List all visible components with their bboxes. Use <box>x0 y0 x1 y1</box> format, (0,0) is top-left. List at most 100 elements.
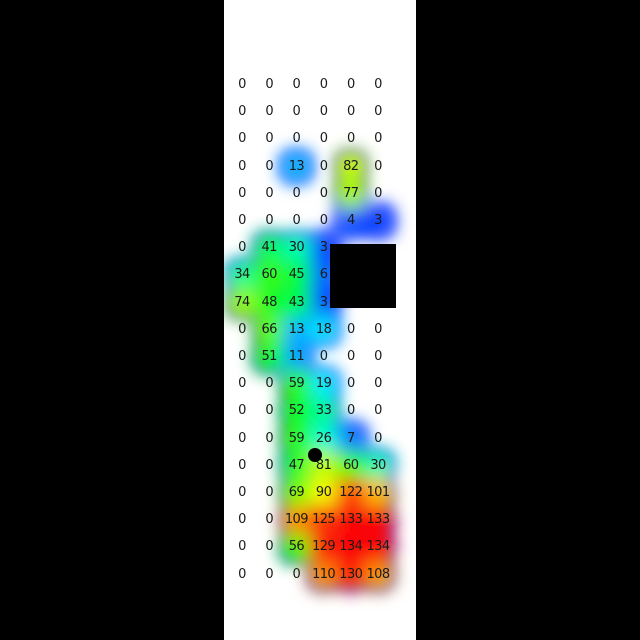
cell-value-r1-c2: 0 <box>292 104 301 120</box>
cell-value-r0-c2: 0 <box>292 77 301 92</box>
cell-value-r7-c0: 34 <box>234 267 250 283</box>
cell-value-r11-c3: 19 <box>315 376 332 392</box>
cell-value-r18-c4: 130 <box>339 566 363 582</box>
cell-value-r16-c0: 0 <box>238 512 246 528</box>
cell-value-r3-c4: 82 <box>343 158 359 174</box>
cell-value-r18-c3: 110 <box>312 566 336 582</box>
cell-value-r18-c1: 0 <box>265 566 274 582</box>
cell-value-r16-c1: 0 <box>265 512 274 528</box>
cell-value-r4-c2: 0 <box>292 185 301 201</box>
heat-cell-r10-c1 <box>254 342 285 372</box>
cell-value-r5-c0: 0 <box>238 213 246 228</box>
cell-value-r9-c1: 66 <box>261 321 278 337</box>
cell-value-r12-c2: 52 <box>288 403 305 419</box>
heat-cell-r18-c4 <box>335 559 366 590</box>
cell-value-r4-c4: 77 <box>343 185 359 201</box>
cell-value-r2-c3: 0 <box>319 131 328 147</box>
cell-value-r16-c3: 125 <box>312 512 336 528</box>
cell-value-r18-c0: 0 <box>238 566 246 582</box>
cell-value-r15-c1: 0 <box>265 485 274 500</box>
cell-value-r6-c2: 30 <box>288 240 305 256</box>
cell-value-r5-c4: 4 <box>346 213 355 228</box>
cell-value-r15-c2: 69 <box>288 485 305 500</box>
cell-value-r8-c1: 48 <box>261 294 278 310</box>
heat-cell-r14-c5 <box>363 450 393 481</box>
cell-value-r13-c2: 59 <box>288 430 305 446</box>
heat-cell-r15-c3 <box>308 478 339 508</box>
heat-cell-r11-c2 <box>281 369 312 400</box>
cell-value-r2-c2: 0 <box>292 131 301 147</box>
cell-value-r0-c4: 0 <box>346 77 355 92</box>
heat-cell-r11-c3 <box>308 369 339 400</box>
heat-cell-r13-c3 <box>308 423 339 454</box>
cell-value-r14-c1: 0 <box>265 457 274 473</box>
cell-value-r9-c5: 0 <box>374 321 382 337</box>
cell-value-r8-c0: 74 <box>234 294 250 310</box>
heat-cell-r9-c3 <box>308 314 339 345</box>
cell-value-r17-c0: 0 <box>238 539 246 555</box>
cell-value-r16-c2: 109 <box>284 512 309 528</box>
cell-value-r18-c2: 0 <box>292 566 301 582</box>
heat-cell-r15-c4 <box>335 478 366 508</box>
cell-value-r14-c2: 47 <box>288 457 305 473</box>
cell-value-r17-c3: 129 <box>312 539 336 555</box>
heat-cell-r3-c2 <box>281 151 312 182</box>
heat-cell-r5-c4 <box>335 206 366 236</box>
heat-cell-r12-c3 <box>308 396 339 427</box>
heat-cell-r5-c5 <box>363 206 393 236</box>
cell-value-r13-c0: 0 <box>238 430 246 446</box>
cell-value-r6-c0: 0 <box>238 240 246 256</box>
cell-value-r7-c2: 45 <box>288 267 305 283</box>
cell-value-r14-c3: 81 <box>315 457 332 473</box>
cell-value-r11-c1: 0 <box>265 376 274 392</box>
cell-value-r0-c1: 0 <box>265 77 274 92</box>
cell-value-r10-c2: 11 <box>288 349 305 364</box>
cell-value-r10-c4: 0 <box>346 349 355 364</box>
heat-cell-r3-c4 <box>335 151 366 182</box>
heat-cell-r14-c2 <box>281 450 312 481</box>
heat-cell-r18-c3 <box>308 559 339 590</box>
heat-cell-r6-c2 <box>281 233 312 264</box>
cell-value-r0-c5: 0 <box>374 77 382 92</box>
cell-value-r12-c1: 0 <box>265 403 274 419</box>
marker-dot <box>308 447 323 462</box>
heat-cell-r16-c4 <box>335 505 366 536</box>
cell-value-r10-c5: 0 <box>374 349 382 364</box>
cell-value-r0-c0: 0 <box>238 77 246 92</box>
cell-value-r1-c0: 0 <box>238 104 246 120</box>
cell-value-r0-c3: 0 <box>319 77 328 92</box>
cell-value-r5-c5: 3 <box>374 213 382 228</box>
cell-value-r5-c3: 0 <box>319 213 328 228</box>
cell-value-r13-c4: 7 <box>346 430 355 446</box>
heatmap-panel: 0 0 0 0 0 0 0 0 0 0 0 0 0 0 0 0 0 0 0 0 13 0 82 0 0 0 0 0 77 0 0 0 0 0 4 3 0… <box>224 0 416 640</box>
cell-value-r1-c1: 0 <box>265 104 274 120</box>
heat-cell-r4-c4 <box>335 178 366 209</box>
cell-value-r3-c0: 0 <box>238 158 246 174</box>
cell-value-r9-c3: 18 <box>315 321 332 337</box>
cell-value-r11-c0: 0 <box>238 376 246 392</box>
heat-cell-r13-c2 <box>281 423 312 454</box>
heat-cell-r17-c2 <box>281 532 312 563</box>
heat-cell-r13-c4 <box>335 423 366 454</box>
heat-cell-r15-c5 <box>363 478 393 508</box>
cell-value-r14-c5: 30 <box>370 457 386 473</box>
cell-value-r8-c2: 43 <box>288 294 305 310</box>
cell-value-r2-c4: 0 <box>346 131 355 147</box>
cell-value-r9-c0: 0 <box>238 321 246 337</box>
cell-value-r16-c4: 133 <box>339 512 363 528</box>
cell-value-r18-c5: 108 <box>366 566 390 582</box>
heat-cell-r7-c1 <box>254 260 285 291</box>
cell-value-r4-c5: 0 <box>374 185 382 201</box>
cell-value-r17-c2: 56 <box>288 539 305 555</box>
heat-cell-r9-c2 <box>281 314 312 345</box>
cell-value-r12-c5: 0 <box>374 403 382 419</box>
cell-value-r5-c2: 0 <box>292 213 301 228</box>
cell-value-r13-c5: 0 <box>374 430 382 446</box>
cell-value-r17-c4: 134 <box>339 539 363 555</box>
cell-value-r7-c3: 6 <box>319 267 328 283</box>
cell-value-r13-c1: 0 <box>265 430 274 446</box>
cell-value-r2-c0: 0 <box>238 131 246 147</box>
heat-cell-r16-c5 <box>363 505 393 536</box>
cell-value-r16-c5: 133 <box>366 512 390 528</box>
cell-value-r11-c2: 59 <box>288 376 305 392</box>
